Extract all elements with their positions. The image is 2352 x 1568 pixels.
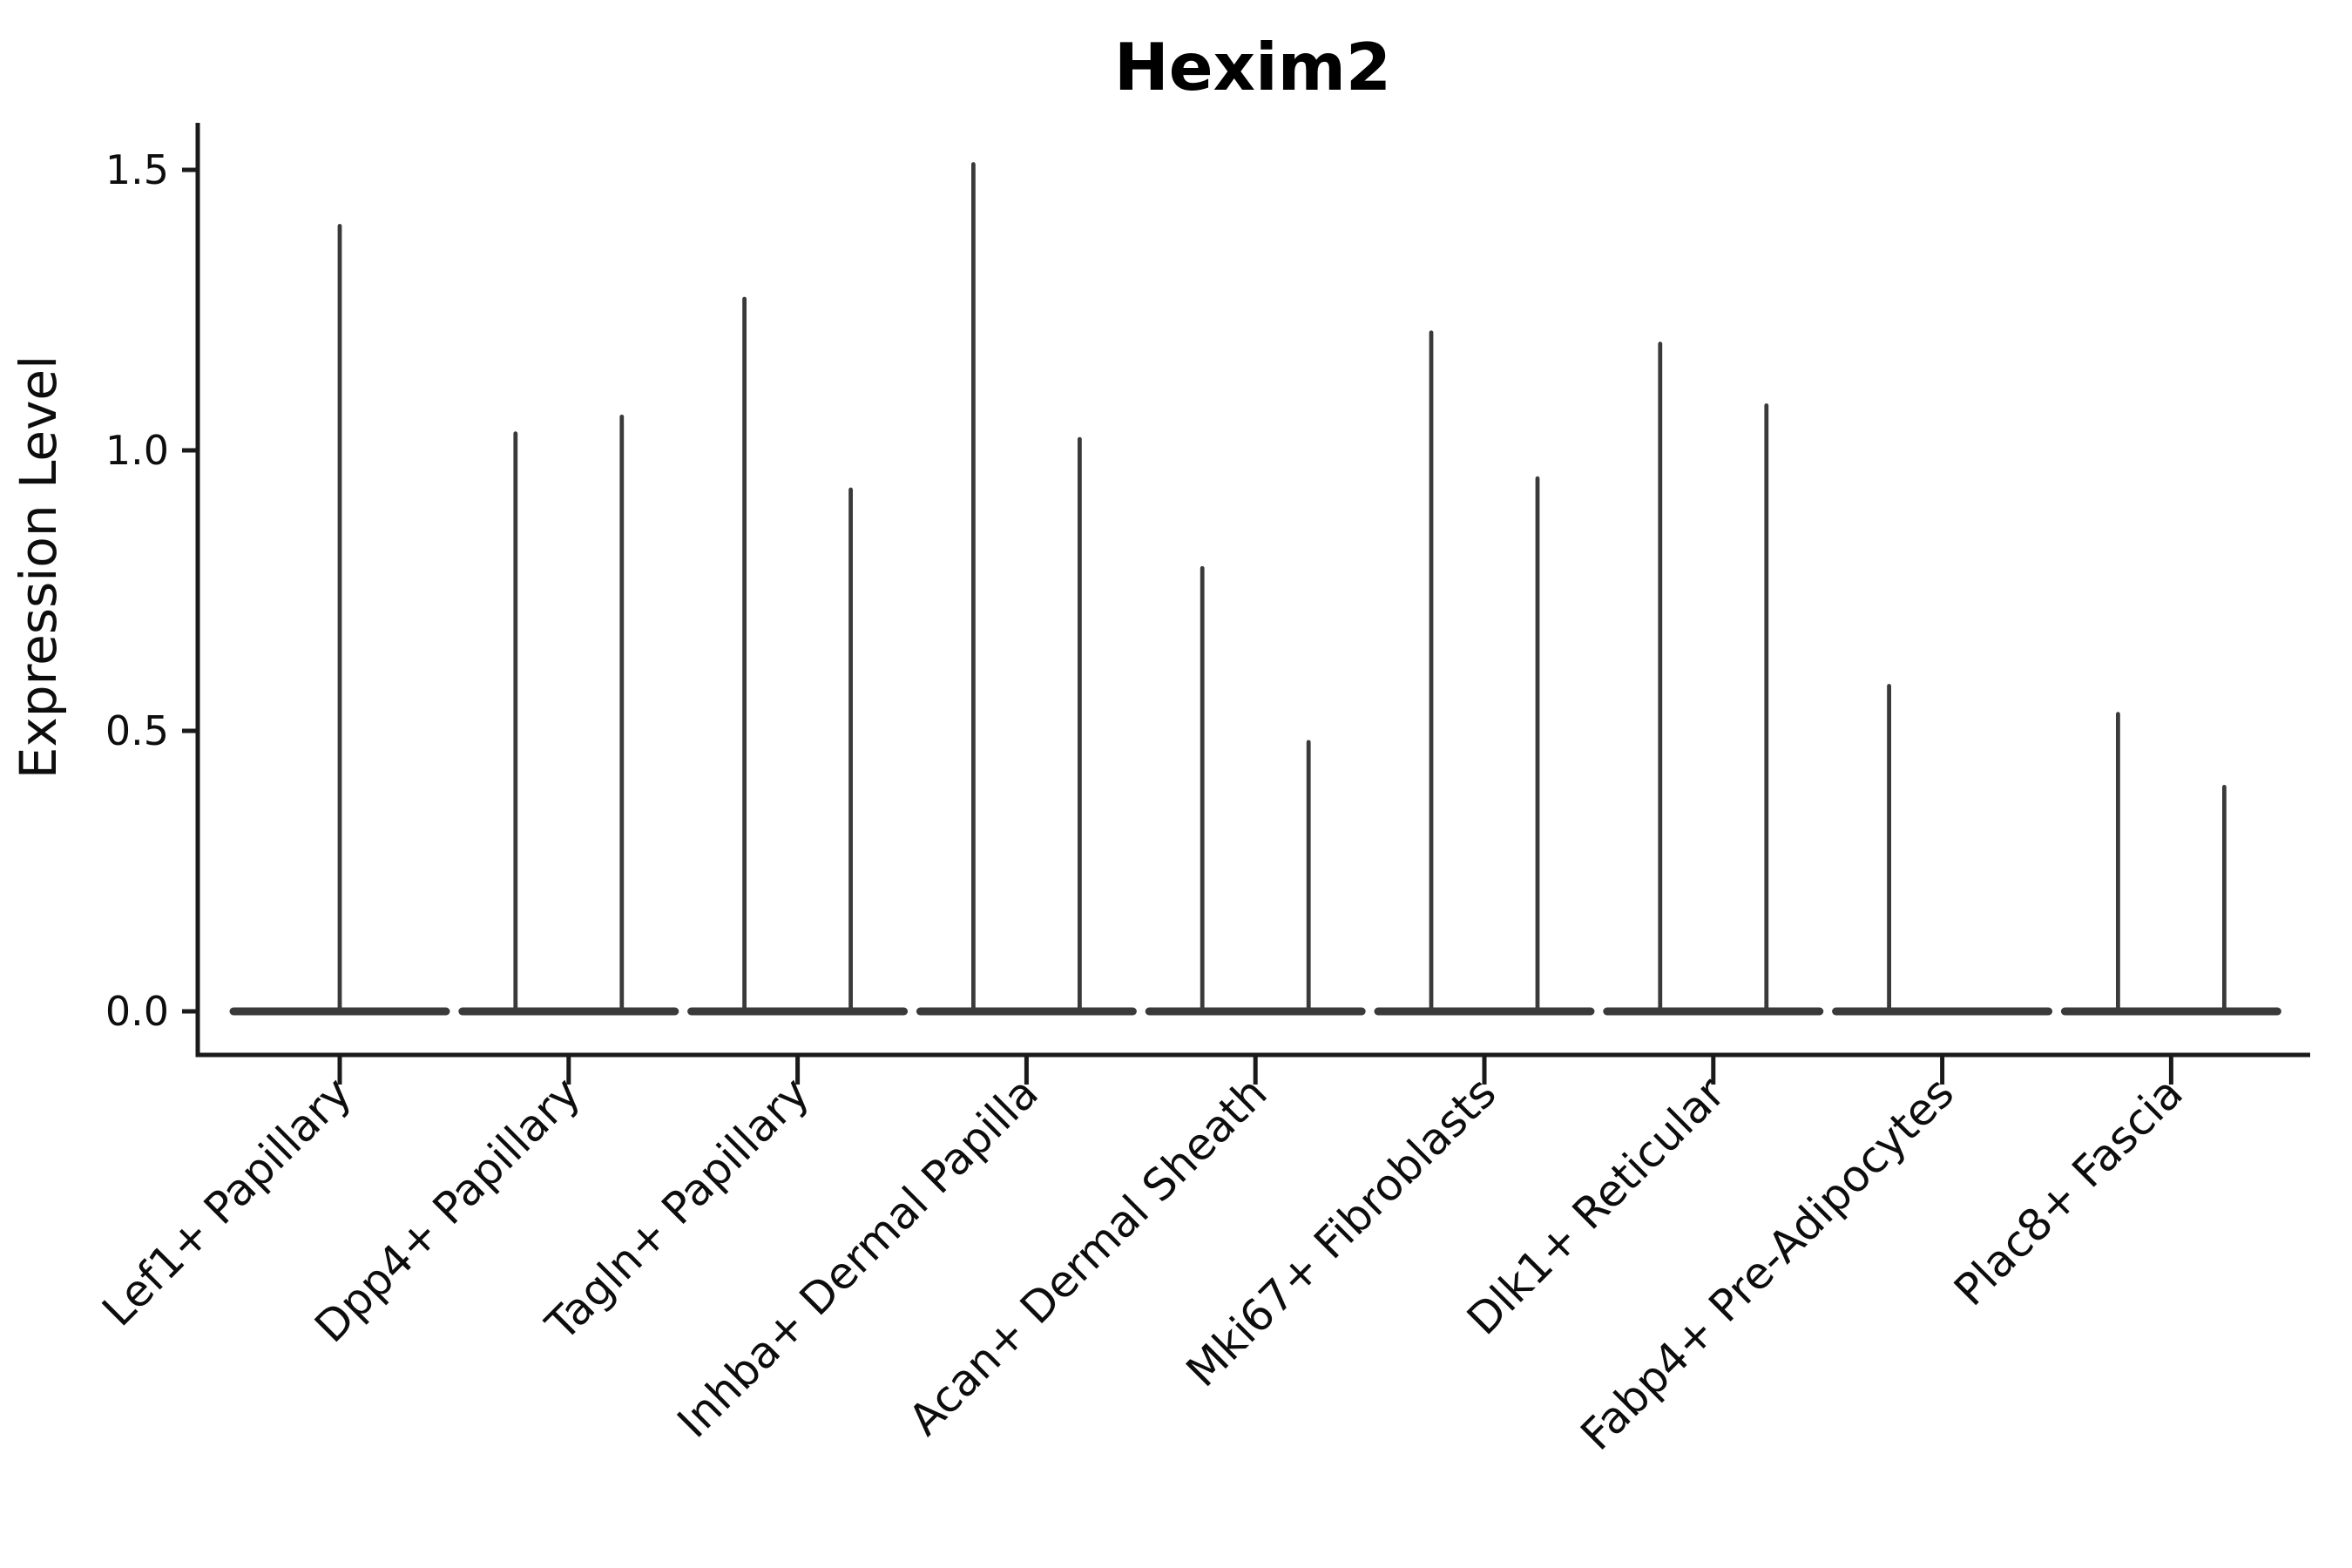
chart-title: Hexim2 [1114,29,1391,105]
x-tick-label: Inhba+ Dermal Papilla [668,1067,1048,1447]
y-tick-label: 0.5 [105,707,169,754]
x-tick-label: Plac8+ Fascia [1944,1067,2193,1315]
y-tick-label: 1.5 [105,146,169,193]
x-tick-label: Lef1+ Papillary [92,1067,361,1335]
y-axis-label: Expression Level [9,355,68,779]
x-tick-label: Fabp4+ Pre-Adipocytes [1571,1067,1964,1460]
axes-layer [182,123,2310,1085]
violins-layer [229,162,2281,1016]
y-tick-label: 0.0 [105,988,169,1035]
y-tick-label: 1.0 [105,427,169,474]
